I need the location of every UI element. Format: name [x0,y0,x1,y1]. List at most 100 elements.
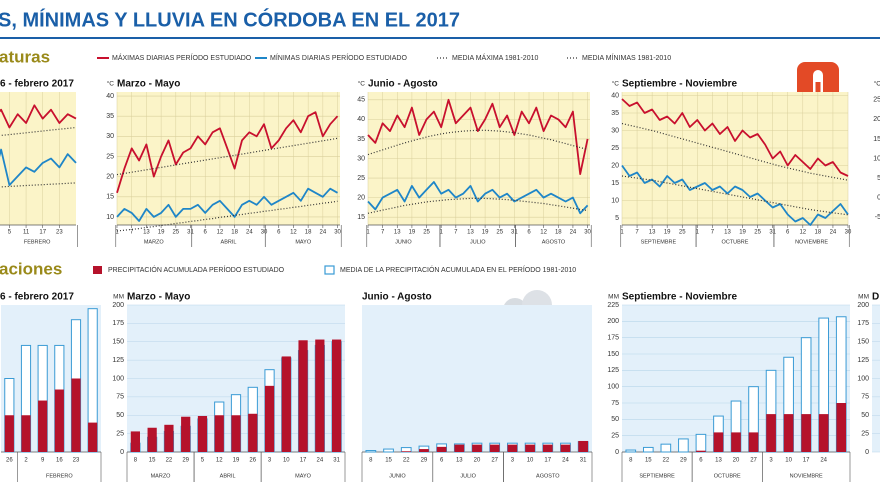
x-tick-label: 8 [629,458,633,464]
axis-unit: °C [107,80,115,88]
rain-bar [696,450,706,452]
y-tick-label: 35 [611,110,619,117]
rain-bar [454,444,465,452]
plot-background [0,92,76,225]
mean-bar [625,449,637,453]
x-tick-label: 30 [261,230,268,236]
y-tick-label: 10 [106,214,114,221]
month-label: MARZO [144,239,165,245]
x-tick-label: 23 [73,458,80,464]
x-tick-label: 20 [733,458,740,464]
chart-title: Junio - Agosto [368,79,438,90]
y-tick-label: 25 [861,430,869,437]
x-tick-label: 6 [699,458,703,464]
y-tick-label: 25 [116,430,124,437]
x-tick-label: 19 [158,230,165,236]
month-label: NOVIEMBRE [790,473,823,479]
x-tick-label: 26 [249,458,256,464]
month-label: MAYO [295,473,312,479]
rain-bar [214,415,224,452]
y-tick-label: 30 [357,155,365,162]
x-tick-label: 27 [491,458,498,464]
rain-bar [130,431,140,452]
y-tick-label: 50 [116,412,124,419]
x-tick-label: 26 [6,458,13,464]
temperature-line [0,148,77,187]
y-tick-label: 45 [357,97,365,104]
y-tick-label: 15 [873,136,880,143]
rain-bar [713,432,724,452]
x-tick-label: 13 [467,230,474,236]
x-tick-label: 30 [584,230,591,236]
x-tick-label: 18 [815,230,822,236]
x-tick-label: 19 [664,230,671,236]
rain-bar [88,422,98,452]
mean-bar [365,450,377,453]
mean-line [0,126,77,137]
section-heading: aturas [0,47,50,66]
y-tick-label: 125 [607,367,619,374]
x-tick-label: 27 [750,458,757,464]
rain-bar [472,444,482,452]
x-tick-label: 10 [785,458,792,464]
y-tick-label: 15 [106,194,114,201]
rain-bar [419,449,429,452]
y-tick-label: 25 [357,175,365,182]
rain-bar [748,432,759,452]
x-tick-label: 29 [421,458,428,464]
y-tick-label: 100 [857,375,869,382]
y-tick-label: 0 [877,194,880,201]
plot-background [362,305,592,452]
y-tick-label: 0 [615,449,619,456]
y-tick-label: 0 [865,449,869,456]
y-tick-label: 225 [607,302,619,309]
x-tick-label: 16 [56,458,63,464]
axis-unit: °C [358,80,366,88]
x-tick-label: 19 [409,230,416,236]
y-tick-label: 175 [857,320,869,327]
x-tick-label: 24 [830,230,837,236]
x-tick-label: 31 [187,230,194,236]
y-tick-label: 25 [611,433,619,440]
x-tick-label: 23 [56,230,63,236]
y-tick-label: 150 [857,339,869,346]
x-tick-label: 9 [41,458,45,464]
x-tick-label: 29 [182,458,189,464]
y-tick-label: 125 [112,357,124,364]
x-tick-label: 25 [172,230,179,236]
mean-bar [642,446,654,453]
x-tick-label: 8 [134,458,138,464]
x-tick-label: 10 [527,458,534,464]
mean-bar [695,433,707,453]
month-label: JULIO [470,239,486,245]
temperature-line [621,164,849,226]
legend-label: PRECIPITACIÓN ACUMULADA PERÍODO ESTUDIAD… [108,265,285,274]
legend-label: MÍNIMAS DIARIAS PERÍODO ESTUDIADO [270,53,407,62]
x-tick-label: 5 [8,230,12,236]
y-tick-label: 40 [611,92,619,99]
x-tick-label: 6 [527,230,531,236]
x-tick-label: 29 [680,458,687,464]
month-label: MARZO [151,473,172,479]
x-tick-label: 12 [217,230,224,236]
y-tick-label: 50 [611,416,619,423]
x-tick-label: 1 [366,230,370,236]
rain-bar [54,389,64,452]
rain-bar [332,339,342,452]
x-tick-label: 1 [115,230,119,236]
x-tick-label: 6 [277,230,281,236]
y-tick-label: 5 [877,175,880,182]
mean-bar [678,438,689,453]
x-tick-label: 18 [305,230,312,236]
x-tick-label: 20 [474,458,481,464]
rain-bar [560,444,571,452]
x-tick-label: 7 [130,230,134,236]
y-tick-label: 175 [112,320,124,327]
x-tick-label: 7 [635,230,639,236]
x-tick-label: 7 [381,230,385,236]
mean-line [0,182,77,188]
chart-title: Marzo - Mayo [117,79,180,90]
month-label: JUNIO [395,239,412,245]
rain-bar [71,378,81,452]
